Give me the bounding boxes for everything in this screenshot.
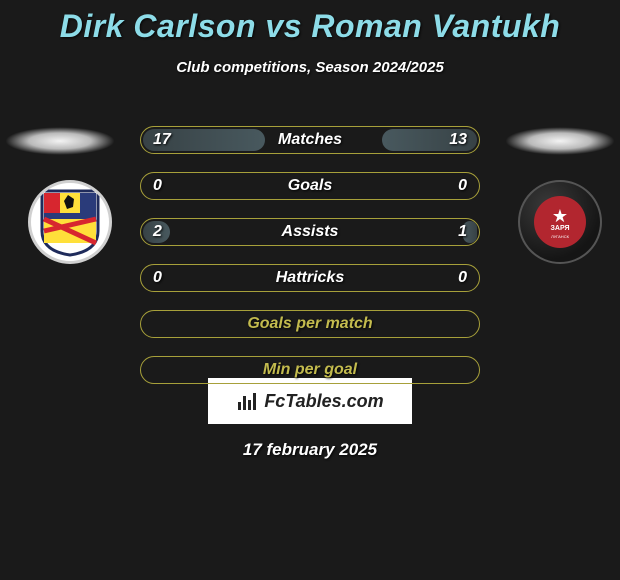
stat-rows: 17 13 Matches 0 0 Goals 2 1 Assists 0 0 Hattricks Go… xyxy=(140,126,480,402)
stats-area: ★ ЗАРЯ ЛУГАНСК 17 13 Matches 0 0 Goals 2 1 Assis… xyxy=(0,106,620,376)
club-badge-right: ★ ЗАРЯ ЛУГАНСК xyxy=(518,180,602,264)
zorya-text-icon: ЗАРЯ ЛУГАНСК xyxy=(540,204,580,244)
stat-row: Min per goal xyxy=(140,356,480,384)
stat-value-left: 17 xyxy=(153,131,171,149)
stat-row: 0 0 Goals xyxy=(140,172,480,200)
stat-row: 2 1 Assists xyxy=(140,218,480,246)
player-left-oval xyxy=(5,127,115,155)
season-subtitle: Club competitions, Season 2024/2025 xyxy=(0,59,620,76)
stat-value-right: 0 xyxy=(458,269,467,287)
svg-text:ЛУГАНСК: ЛУГАНСК xyxy=(551,234,570,239)
stat-label: Hattricks xyxy=(276,269,344,287)
stat-value-left: 0 xyxy=(153,177,162,195)
stat-label: Min per goal xyxy=(263,361,357,379)
stat-label: Assists xyxy=(282,223,339,241)
stat-row: 0 0 Hattricks xyxy=(140,264,480,292)
club-badge-left xyxy=(28,180,112,264)
player-right-oval xyxy=(505,127,615,155)
page-title: Dirk Carlson vs Roman Vantukh xyxy=(0,0,620,45)
stpolten-shield-icon xyxy=(38,187,102,257)
stat-label: Matches xyxy=(278,131,342,149)
stat-value-right: 1 xyxy=(458,223,467,241)
stat-value-left: 0 xyxy=(153,269,162,287)
stat-row: 17 13 Matches xyxy=(140,126,480,154)
stat-value-left: 2 xyxy=(153,223,162,241)
zorya-inner-circle: ★ ЗАРЯ ЛУГАНСК xyxy=(534,196,586,248)
stat-value-right: 0 xyxy=(458,177,467,195)
stat-label: Goals xyxy=(288,177,332,195)
stat-value-right: 13 xyxy=(449,131,467,149)
stat-row: Goals per match xyxy=(140,310,480,338)
svg-text:ЗАРЯ: ЗАРЯ xyxy=(551,225,570,232)
stat-label: Goals per match xyxy=(247,315,372,333)
snapshot-date: 17 february 2025 xyxy=(0,440,620,460)
